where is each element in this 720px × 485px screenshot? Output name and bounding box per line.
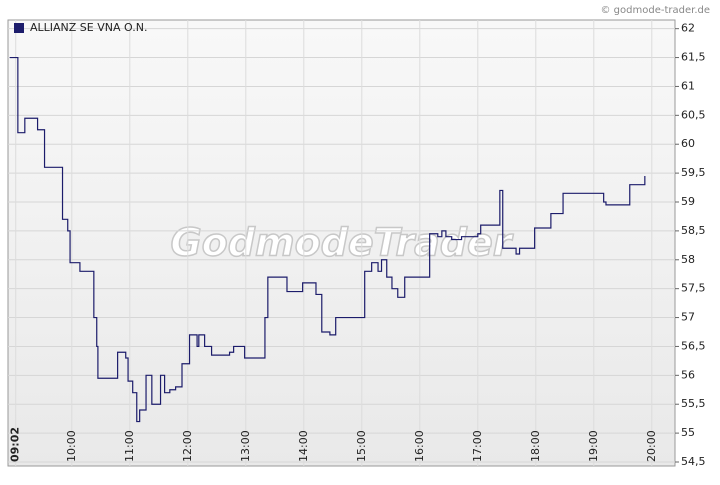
x-tick-label: 11:00	[123, 430, 136, 462]
y-tick-label: 57	[681, 311, 695, 324]
x-tick-label: 16:00	[413, 430, 426, 462]
x-tick-label: 14:00	[297, 430, 310, 462]
legend-label: ALLIANZ SE VNA O.N.	[30, 21, 147, 34]
y-tick-label: 58	[681, 253, 695, 266]
x-tick-label: 18:00	[529, 430, 542, 462]
y-tick-label: 61,5	[681, 51, 706, 64]
x-tick-label: 13:00	[239, 430, 252, 462]
y-tick-label: 55	[681, 426, 695, 439]
credit: © godmode-trader.de	[601, 5, 711, 16]
y-tick-label: 61	[681, 79, 695, 92]
y-tick-label: 58,5	[681, 224, 706, 237]
watermark: GodmodeTrader	[170, 221, 513, 265]
x-tick-label: 20:00	[645, 430, 658, 462]
price-line	[9, 56, 646, 423]
y-tick-label: 54,5	[681, 455, 706, 468]
y-tick-label: 59,5	[681, 166, 706, 179]
x-tick-label: 19:00	[587, 430, 600, 462]
legend-swatch	[14, 23, 24, 33]
x-tick-label: 10:00	[65, 430, 78, 462]
y-tick-label: 56	[681, 368, 695, 381]
y-tick-label: 57,5	[681, 282, 706, 295]
x-tick-label: 12:00	[181, 430, 194, 462]
x-tick-label: 09:02	[9, 427, 22, 462]
y-tick-label: 56,5	[681, 339, 706, 352]
y-tick-label: 62	[681, 22, 695, 35]
y-tick-label: 60,5	[681, 108, 706, 121]
y-tick-label: 55,5	[681, 397, 706, 410]
x-tick-label: 15:00	[355, 430, 368, 462]
y-tick-label: 59	[681, 195, 695, 208]
plot-area	[7, 19, 676, 467]
y-tick-label: 60	[681, 137, 695, 150]
x-tick-label: 17:00	[471, 430, 484, 462]
